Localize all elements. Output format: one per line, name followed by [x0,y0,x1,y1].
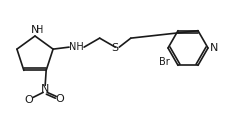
Text: O: O [55,94,64,104]
Text: N: N [31,25,39,35]
Text: S: S [111,43,118,53]
Text: NH: NH [68,42,83,52]
Text: Br: Br [158,57,169,67]
Text: H: H [36,25,43,35]
Text: N: N [41,84,49,94]
Text: O: O [25,95,33,105]
Text: N: N [209,43,217,53]
